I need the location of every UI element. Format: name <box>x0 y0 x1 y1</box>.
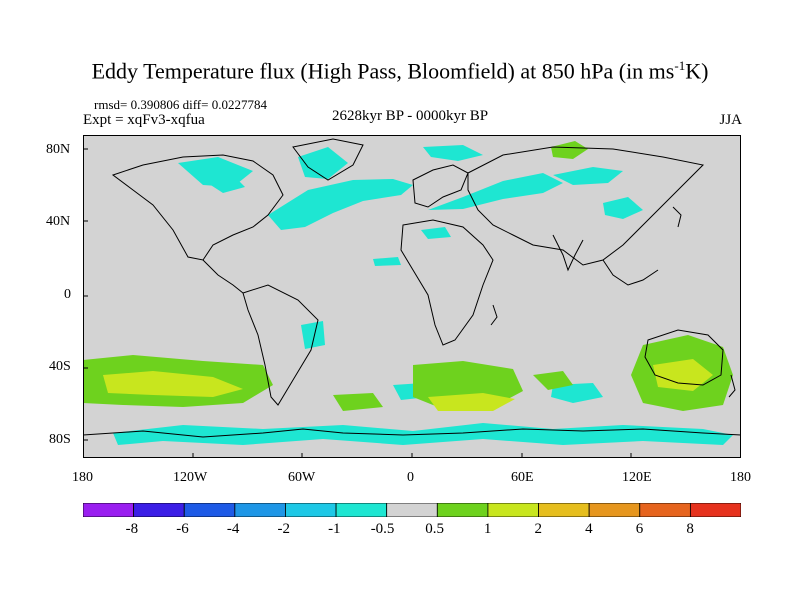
colorbar-label: 6 <box>635 521 644 537</box>
lon-tick-60e: 60E <box>511 470 534 485</box>
patch-mediterranean <box>421 227 451 239</box>
colorbar-box <box>234 503 286 517</box>
colorbar-box <box>386 503 438 517</box>
colorbar-box <box>689 503 741 517</box>
season-label: JJA <box>719 112 742 128</box>
patch-east-asia <box>603 197 643 219</box>
colorbar-label: 2 <box>534 521 543 537</box>
title-main: Eddy Temperature flux (High Pass, Bloomf… <box>91 58 675 84</box>
colorbar-label: -8 <box>125 521 139 537</box>
patch-south-atlantic-yellow <box>428 393 515 411</box>
lat-tick-40n: 40N <box>46 214 71 229</box>
colorbar-box <box>436 503 489 517</box>
experiment-label: Expt = xqFv3-xqfua <box>83 112 205 128</box>
patch-pacific-nw <box>203 175 245 193</box>
colorbar-box <box>83 503 135 517</box>
world-map <box>83 135 741 458</box>
colorbar-label: -1 <box>328 521 341 537</box>
coast-central-america <box>202 259 244 294</box>
lon-tick-60w: 60W <box>288 470 316 485</box>
lat-tick-40s: 40S <box>49 359 71 374</box>
patch-south-pacific-yellow <box>103 371 243 397</box>
lat-tick-80s: 80S <box>49 432 71 447</box>
lat-tick-0: 0 <box>64 287 71 302</box>
colorbar-box <box>639 503 691 517</box>
patch-central-asia <box>553 167 623 185</box>
patch-siberia-green <box>551 141 588 159</box>
coast-africa <box>400 219 494 346</box>
coast-southeast-asia <box>602 259 659 286</box>
colorbar-box <box>588 503 641 517</box>
title-superscript: -1 <box>674 58 686 73</box>
lon-tick-120w: 120W <box>173 470 208 485</box>
coastlines <box>83 138 741 438</box>
colorbar-label: 1 <box>483 521 492 537</box>
coast-antarctica <box>83 428 741 438</box>
colorbar <box>83 503 741 517</box>
colorbar-box <box>285 503 337 517</box>
patch-south-america-east <box>301 321 325 349</box>
map-background <box>83 135 741 458</box>
coast-madagascar <box>490 304 498 326</box>
positive-anomaly-patches <box>83 141 733 411</box>
colorbar-label: -0.5 <box>370 521 395 537</box>
coast-india <box>552 234 584 272</box>
chart-title: Eddy Temperature flux (High Pass, Bloomf… <box>0 58 800 84</box>
coast-asia <box>467 146 705 266</box>
lon-tick-180w: 180 <box>72 470 93 485</box>
colorbar-label: -4 <box>226 521 240 537</box>
coast-europe <box>412 164 469 208</box>
period-label: 2628kyr BP - 0000kyr BP <box>331 108 489 124</box>
colorbar-label: -6 <box>176 521 189 537</box>
coast-north-america <box>111 154 284 261</box>
lon-tick-120e: 120E <box>622 470 652 485</box>
coast-new-zealand <box>728 374 736 398</box>
patch-indian-ocean-green <box>533 371 573 390</box>
patch-eurasia <box>428 173 563 210</box>
colorbar-box <box>133 503 185 517</box>
title-end: K) <box>685 58 709 84</box>
colorbar-label: 0.5 <box>425 521 445 537</box>
coast-greenland <box>292 138 364 181</box>
patch-barents <box>423 145 483 161</box>
lon-tick-180e: 180 <box>730 470 751 485</box>
colorbar-box <box>183 503 236 517</box>
stats-label: rmsd= 0.390806 diff= 0.0227784 <box>94 97 267 112</box>
colorbar-label: -2 <box>277 521 290 537</box>
lat-tick-80n: 80N <box>46 142 71 157</box>
colorbar-box <box>538 503 590 517</box>
colorbar-box <box>335 503 388 517</box>
patch-greenland-labrador <box>298 147 348 179</box>
lon-tick-0: 0 <box>407 470 414 485</box>
colorbar-box <box>487 503 539 517</box>
colorbar-label: 8 <box>686 521 694 537</box>
map-ticks <box>83 148 632 458</box>
colorbar-label: 4 <box>585 521 593 537</box>
patch-australia-yellow <box>653 359 713 391</box>
patch-southern-indian <box>551 383 603 403</box>
patch-south-pacific-east <box>333 393 383 411</box>
patch-north-atlantic <box>268 179 413 230</box>
patch-atlantic-subtropic <box>373 257 401 266</box>
coast-south-america <box>242 284 319 406</box>
coast-australia <box>644 329 724 386</box>
coast-japan <box>672 206 682 228</box>
